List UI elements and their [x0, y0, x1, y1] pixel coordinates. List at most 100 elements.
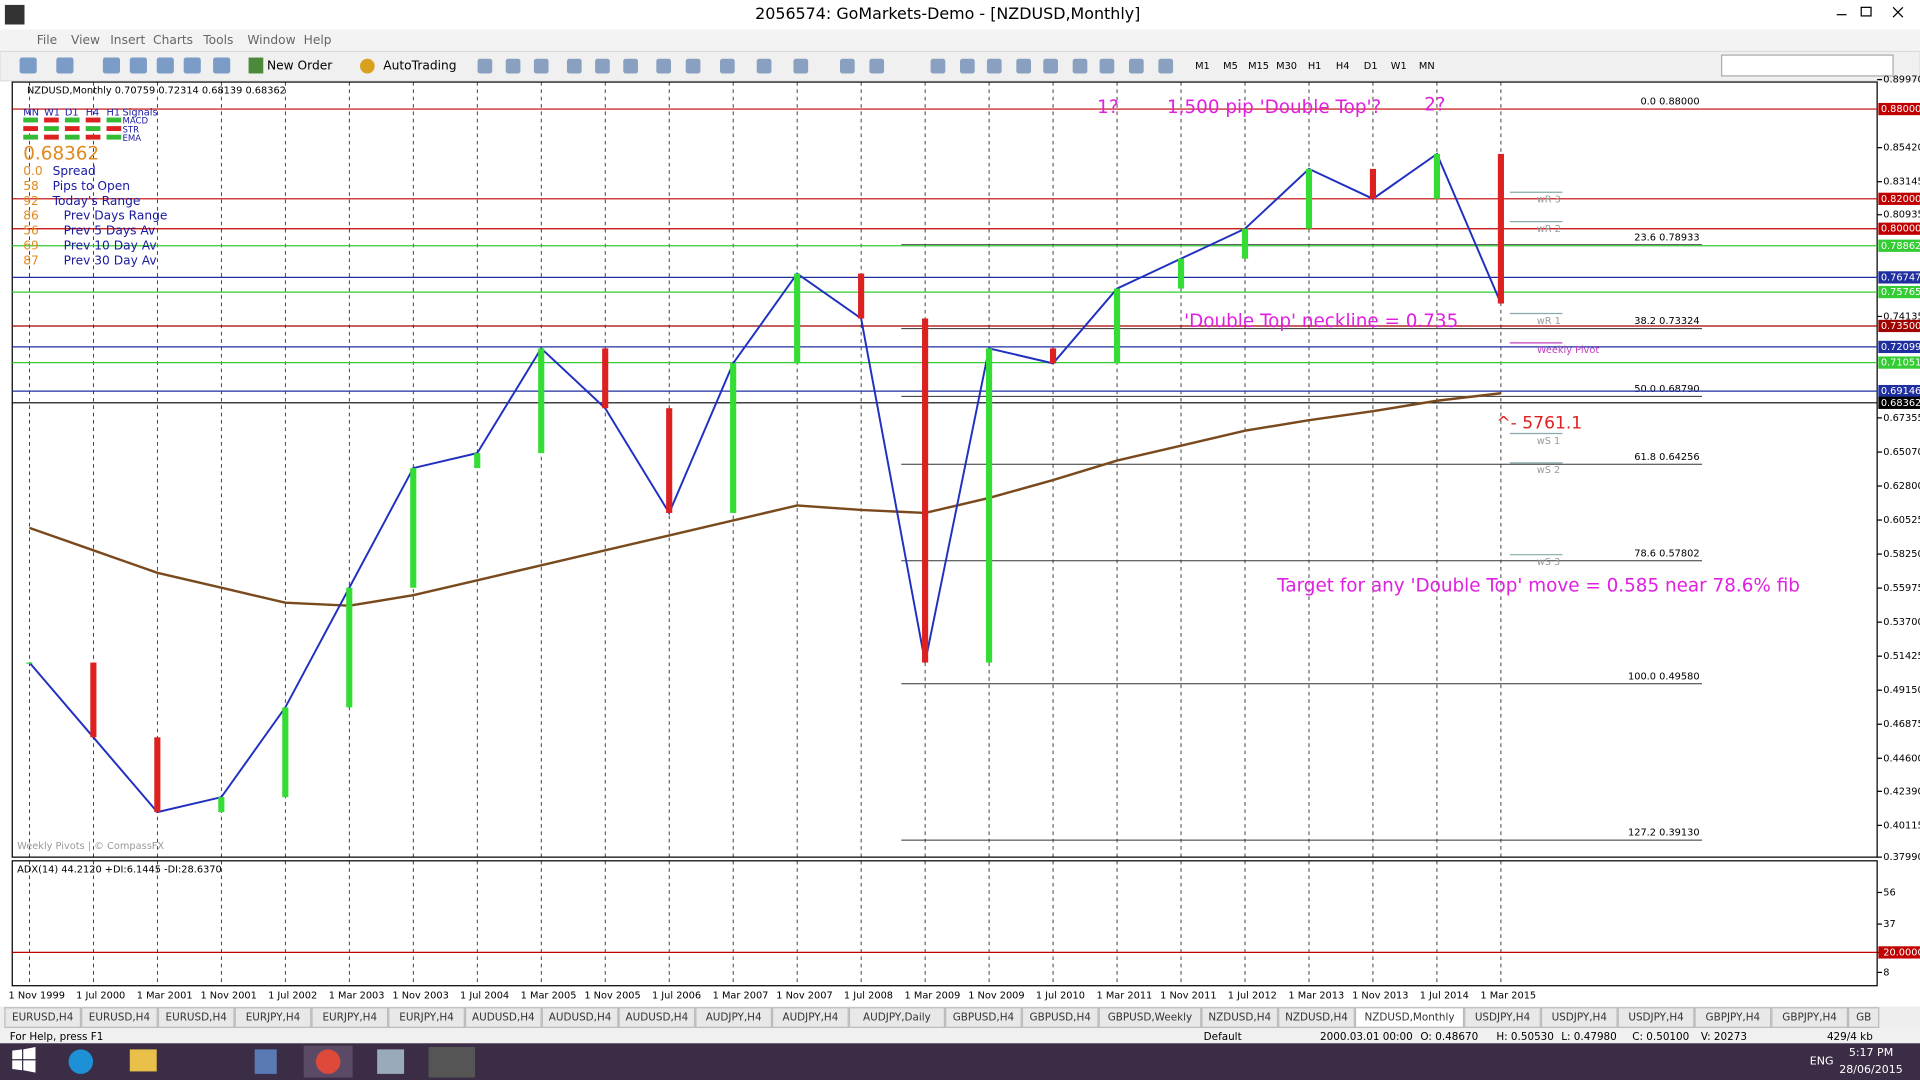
search-box[interactable]	[1721, 54, 1894, 77]
toolbar-icon[interactable]	[685, 58, 701, 74]
chart-tab-label[interactable]: AUDJPY,Daily	[863, 1012, 931, 1024]
timeframe-button[interactable]: W1	[1391, 61, 1407, 72]
chart-tab[interactable]	[1694, 1007, 1772, 1028]
autotrading-icon[interactable]	[360, 58, 375, 74]
chart-tab[interactable]	[618, 1007, 696, 1028]
toolbar-icon[interactable]	[102, 57, 120, 74]
chart-tab[interactable]	[1021, 1007, 1099, 1028]
toolbar-icon[interactable]	[505, 58, 521, 74]
timeframe-button[interactable]: M1	[1195, 61, 1210, 72]
autotrading-button[interactable]: AutoTrading	[383, 59, 456, 73]
chart-tab-label[interactable]: EURJPY,H4	[246, 1012, 301, 1024]
chart-tab-label[interactable]: GBPUSD,H4	[1030, 1012, 1092, 1024]
chart-tab-label[interactable]: EURUSD,H4	[89, 1012, 151, 1024]
chart-tab[interactable]	[1771, 1007, 1849, 1028]
chart-tab[interactable]	[1278, 1007, 1355, 1028]
chart-tab[interactable]	[1464, 1007, 1541, 1028]
taskbar-mt4[interactable]	[428, 1046, 476, 1078]
chart-tab[interactable]	[464, 1007, 542, 1028]
chart-tab-label[interactable]: EURUSD,H4	[166, 1012, 228, 1024]
taskbar-explorer[interactable]	[129, 1049, 157, 1072]
toolbar-icon[interactable]	[656, 58, 672, 74]
chart-tab-label[interactable]: EURJPY,H4	[399, 1012, 454, 1024]
chart-tab-label[interactable]: GBPJPY,H4	[1782, 1012, 1837, 1024]
chart-tab[interactable]	[772, 1007, 849, 1028]
chart-tab-label[interactable]: GBPUSD,H4	[953, 1012, 1015, 1024]
chart-tab-label[interactable]: NZDUSD,H4	[1208, 1012, 1271, 1024]
chart-tab[interactable]	[1540, 1007, 1618, 1028]
toolbar-icon[interactable]	[213, 57, 231, 74]
timeframe-button[interactable]: M30	[1276, 61, 1297, 72]
chart-tab-label[interactable]: AUDUSD,H4	[472, 1012, 535, 1024]
chart-tab-label[interactable]: USDJPY,H4	[1475, 1012, 1531, 1024]
chart-tab[interactable]	[848, 1007, 946, 1028]
toolbar-icon[interactable]	[869, 58, 885, 74]
chart-tab-label[interactable]: GBPUSD,Weekly	[1108, 1012, 1192, 1024]
timeframe-button[interactable]: H4	[1336, 61, 1350, 72]
toolbar-icon[interactable]	[566, 58, 582, 74]
toolbar-icon[interactable]	[1016, 58, 1032, 74]
chart-tab-label[interactable]: EURUSD,H4	[12, 1012, 74, 1024]
chart-tab[interactable]	[234, 1007, 312, 1028]
toolbar-icon[interactable]	[533, 58, 549, 74]
toolbar-icon[interactable]	[1099, 58, 1115, 74]
toolbar-icon[interactable]	[1128, 58, 1144, 74]
chart-tab[interactable]	[541, 1007, 619, 1028]
chart-tab[interactable]	[1617, 1007, 1695, 1028]
toolbar-icon[interactable]	[1072, 58, 1088, 74]
toolbar-icon[interactable]	[756, 58, 772, 74]
chart-tab-label[interactable]: AUDUSD,H4	[626, 1012, 689, 1024]
toolbar-icon[interactable]	[930, 58, 946, 74]
toolbar-icon[interactable]	[720, 58, 735, 74]
chart-tab[interactable]	[311, 1007, 389, 1028]
chart-tab[interactable]	[695, 1007, 773, 1028]
toolbar-icon[interactable]	[56, 57, 74, 74]
chart-tab-label[interactable]: USDJPY,H4	[1552, 1012, 1608, 1024]
toolbar-icon[interactable]	[595, 58, 610, 74]
new-order-icon[interactable]	[248, 57, 264, 74]
toolbar-icon[interactable]	[960, 58, 975, 74]
toolbar-icon[interactable]	[793, 58, 809, 74]
toolbar-icon[interactable]	[1043, 58, 1058, 74]
chart-tab[interactable]	[1847, 1007, 1880, 1028]
chart-tab-label[interactable]: NZDUSD,H4	[1285, 1012, 1348, 1024]
taskbar-docs[interactable]	[254, 1049, 277, 1074]
chart-tab[interactable]	[157, 1007, 235, 1028]
menu-item[interactable]: Window	[247, 33, 295, 47]
timeframe-button[interactable]: M5	[1223, 61, 1238, 72]
toolbar-icon[interactable]	[129, 57, 147, 74]
toolbar-icon[interactable]	[1158, 58, 1174, 74]
chart-tab-label[interactable]: AUDJPY,H4	[706, 1012, 762, 1024]
chart-tab-label[interactable]: AUDUSD,H4	[549, 1012, 612, 1024]
chart-tab[interactable]	[388, 1007, 465, 1028]
menu-item[interactable]: Help	[304, 33, 332, 47]
timeframe-button[interactable]: MN	[1419, 61, 1435, 72]
chart-tab[interactable]	[4, 1007, 82, 1028]
menu-item[interactable]: Charts	[153, 33, 193, 47]
toolbar-icon[interactable]	[840, 58, 855, 74]
chart-tab[interactable]	[1201, 1007, 1279, 1028]
taskbar-app[interactable]	[377, 1049, 405, 1074]
chart-tab[interactable]	[81, 1007, 158, 1028]
chart-tab-label[interactable]: NZDUSD,Monthly	[1365, 1012, 1455, 1024]
chart-tab-label[interactable]: EURJPY,H4	[322, 1012, 377, 1024]
taskbar-chrome[interactable]	[315, 1049, 341, 1074]
toolbar-icon[interactable]	[986, 58, 1002, 74]
chart-tab[interactable]	[1098, 1007, 1202, 1028]
timeframe-button[interactable]: M15	[1248, 61, 1269, 72]
new-order-button[interactable]: New Order	[267, 59, 333, 73]
chart-tab-label[interactable]: AUDJPY,H4	[782, 1012, 838, 1024]
timeframe-button[interactable]: H1	[1308, 61, 1322, 72]
chart-tab-label[interactable]: GBPJPY,H4	[1706, 1012, 1761, 1024]
toolbar-icon[interactable]	[183, 57, 201, 74]
chart-tab-label[interactable]: USDJPY,H4	[1628, 1012, 1684, 1024]
menu-item[interactable]: Insert	[110, 33, 145, 47]
toolbar-icon[interactable]	[156, 57, 174, 74]
timeframe-button[interactable]: D1	[1364, 61, 1378, 72]
chart-tab[interactable]	[1354, 1007, 1465, 1028]
toolbar-icon[interactable]	[623, 58, 638, 74]
menu-item[interactable]: File	[37, 33, 57, 47]
chart-tab-label[interactable]: GB	[1856, 1012, 1871, 1024]
toolbar-icon[interactable]	[19, 57, 37, 74]
menu-item[interactable]: View	[71, 33, 100, 47]
